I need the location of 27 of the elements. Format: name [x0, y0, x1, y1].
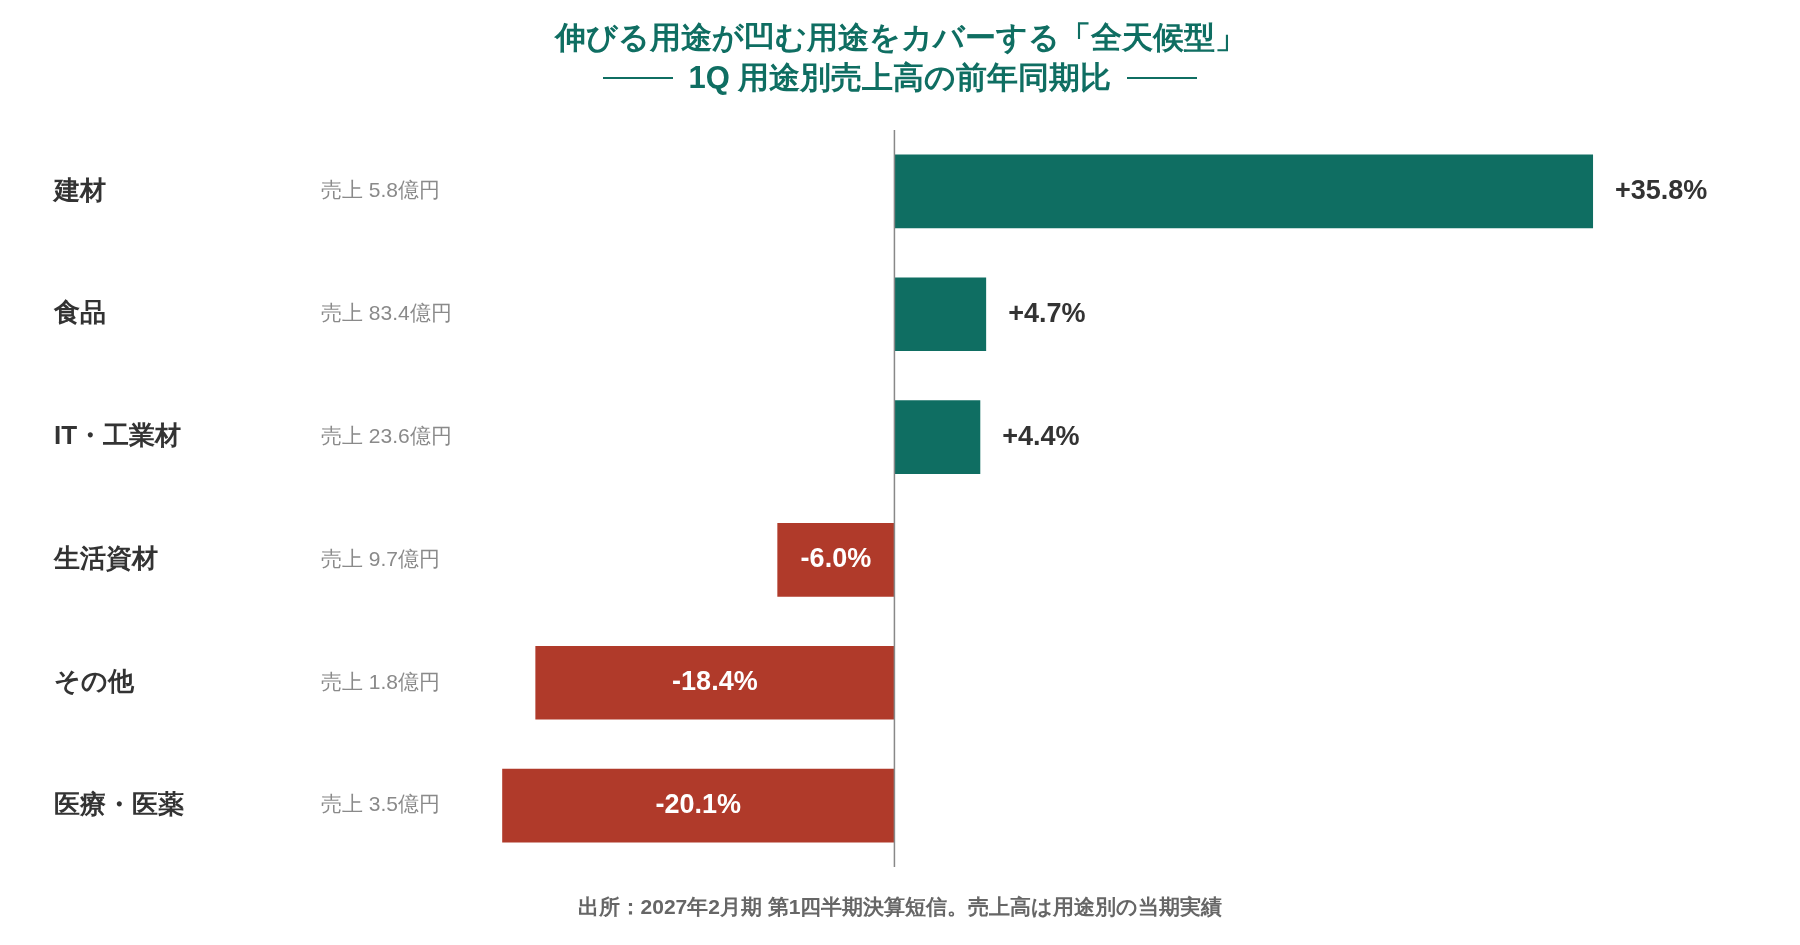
chart-subtitle: 1Q 用途別売上高の前年同期比 [688, 59, 1112, 97]
y-tick-label: IT・工業材 [54, 420, 182, 451]
bar [535, 645, 895, 720]
chart-title: 伸びる用途が凹む用途をカバーする「全天候型」 [553, 19, 1247, 57]
y-tick-label: 生活資材 [53, 543, 158, 574]
y-tick-label: 食品 [53, 297, 106, 328]
bar [894, 277, 987, 352]
data-label: -6.0% [800, 543, 872, 574]
text: 売上 83.4億円 [321, 301, 452, 325]
text: 売上 9.7億円 [321, 546, 441, 570]
y-tick-label: 建材 [52, 174, 106, 205]
text: 売上 23.6億円 [321, 423, 452, 447]
data-label: +35.8% [1615, 174, 1708, 205]
y-tick-label: 医療・医薬 [54, 788, 184, 819]
bar [777, 523, 895, 597]
bar [894, 154, 1594, 229]
text: 売上 1.8億円 [321, 669, 441, 693]
data-label: +4.7% [1008, 297, 1086, 328]
data-label: -18.4% [672, 666, 758, 697]
text: 売上 5.8億円 [321, 178, 441, 202]
text: 出所：2027年2月期 第1四半期決算短信。売上高は用途別の当期実績 [576, 894, 1224, 920]
data-label: +4.4% [1002, 420, 1080, 451]
bar [894, 400, 981, 474]
text: 売上 3.5億円 [321, 792, 441, 816]
y-tick-label: その他 [54, 665, 135, 696]
data-label: -20.1% [655, 789, 742, 820]
bar [502, 768, 895, 843]
